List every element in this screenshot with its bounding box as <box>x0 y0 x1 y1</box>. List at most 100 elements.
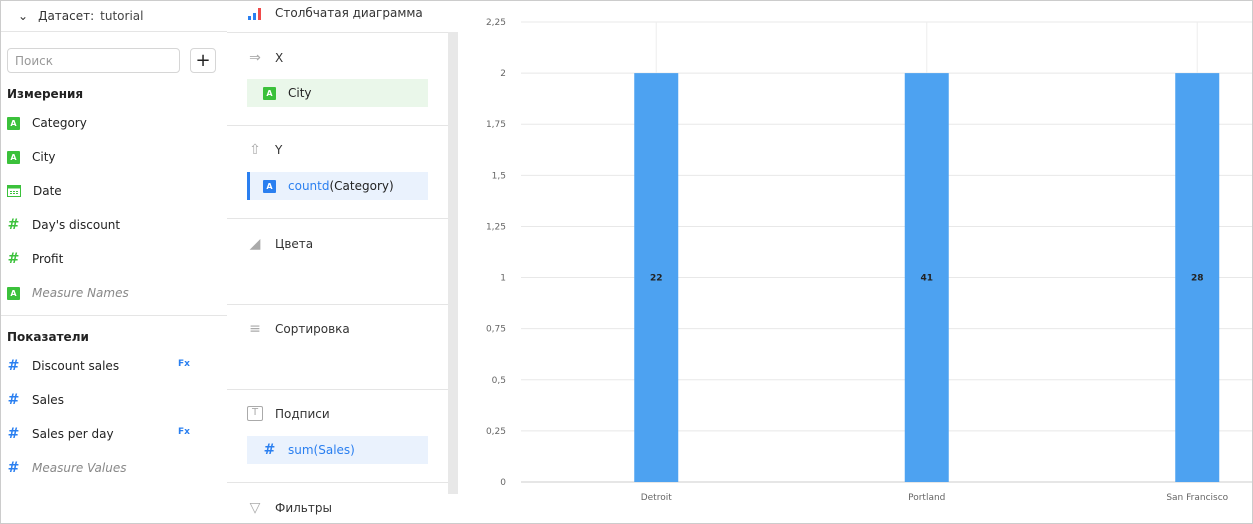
search-input[interactable] <box>7 48 180 73</box>
x-tick-label: Portland <box>908 493 945 503</box>
section-colors: ◢ Цвета <box>247 236 314 252</box>
section-y-title: Y <box>275 143 283 157</box>
number-type-icon: # <box>7 392 20 408</box>
section-filters-title: Фильтры <box>275 501 332 515</box>
y-tick-label: 1,25 <box>486 222 506 232</box>
field-name: Day's discount <box>32 218 121 232</box>
string-type-icon: A <box>7 286 20 300</box>
measure-item[interactable]: # Sales <box>7 389 207 411</box>
y-tick-label: 0,5 <box>492 376 506 386</box>
filter-icon: ▽ <box>249 500 261 516</box>
x-tick-label: Detroit <box>641 493 673 503</box>
section-x: ⇒ X <box>247 50 283 66</box>
y-tick-label: 2,25 <box>486 18 506 28</box>
dataset-label: Датасет: <box>38 8 95 23</box>
field-name: Discount sales <box>32 359 120 373</box>
field-name: Sales <box>32 393 64 407</box>
section-filters: ▽ Фильтры <box>247 500 332 516</box>
measure-item[interactable]: # Discount sales <box>7 355 207 377</box>
data-label: 41 <box>920 274 933 284</box>
bar <box>904 73 949 482</box>
field-name: Measure Values <box>32 461 127 475</box>
bar-chart-icon <box>248 8 261 20</box>
dimension-item[interactable]: # Profit <box>7 248 207 270</box>
formula-icon: Fx <box>178 359 190 369</box>
string-type-icon: A <box>7 150 20 164</box>
section-x-title: X <box>275 51 284 65</box>
x-field-pill[interactable]: A City <box>247 79 428 107</box>
number-type-icon: # <box>7 426 20 442</box>
dimension-item[interactable]: A City <box>7 146 207 168</box>
section-labels-title: Подписи <box>275 406 330 421</box>
paint-bucket-icon: ◢ <box>249 236 261 252</box>
y-tick-label: 0 <box>500 478 506 488</box>
y-aggregation: countd <box>288 179 330 193</box>
field-name: Category <box>32 116 87 130</box>
measure-item[interactable]: # Measure Values <box>7 457 207 479</box>
measure-item[interactable]: # Sales per day <box>7 423 207 445</box>
y-tick-label: 2 <box>500 69 506 79</box>
text-icon: T <box>247 406 263 421</box>
divider <box>227 125 448 126</box>
measures-title: Показатели <box>7 330 89 344</box>
section-sort-title: Сортировка <box>275 322 350 336</box>
chart-type-selector[interactable]: Столбчатая диаграмма <box>247 6 423 20</box>
y-tick-label: 1 <box>500 274 506 284</box>
divider <box>227 482 448 483</box>
divider <box>227 218 448 219</box>
y-tick-label: 0,75 <box>486 325 506 335</box>
number-type-icon: # <box>7 358 20 374</box>
data-label: 22 <box>650 274 663 284</box>
fields-panel: + Измерения A Category A City Date # Day's dis… <box>0 32 227 524</box>
field-name: Measure Names <box>32 286 129 300</box>
calendar-icon <box>7 185 21 197</box>
dataset-name[interactable]: tutorial <box>100 8 144 23</box>
formula-icon: Fx <box>178 427 190 437</box>
divider <box>227 389 448 390</box>
field-name: Profit <box>32 252 64 266</box>
field-name: City <box>32 150 56 164</box>
bar <box>1175 73 1220 482</box>
dimension-item[interactable]: A Category <box>7 112 207 134</box>
bar-chart: 0 0,25 0,5 0,75 1 1,25 1,5 1,75 2 2,25 22 Detroit 41… <box>486 18 1253 503</box>
field-name: Sales per day <box>32 427 114 441</box>
string-type-icon: A <box>263 179 276 193</box>
section-labels: T Подписи <box>247 406 330 421</box>
section-y: ⇧ Y <box>247 142 282 158</box>
divider <box>227 304 448 305</box>
x-tick-label: San Francisco <box>1166 493 1228 503</box>
chart-area: 0 0,25 0,5 0,75 1 1,25 1,5 1,75 2 2,25 22 Detroit 41… <box>458 0 1253 524</box>
labels-field-name: (Sales) <box>313 443 355 457</box>
dimension-item[interactable]: # Day's discount <box>7 214 207 236</box>
chart-type-label: Столбчатая диаграмма <box>275 6 423 20</box>
chevron-down-icon[interactable]: ⌄ <box>18 8 29 23</box>
string-type-icon: A <box>7 116 20 130</box>
dimension-item[interactable]: A Measure Names <box>7 282 207 304</box>
y-tick-label: 0,25 <box>486 427 506 437</box>
dimension-item[interactable]: Date <box>7 180 207 202</box>
number-type-icon: # <box>7 251 20 267</box>
y-tick-label: 1,5 <box>492 171 506 181</box>
x-field-name: City <box>288 86 312 100</box>
sections-scrollbar[interactable] <box>448 32 458 494</box>
divider <box>227 32 448 33</box>
bar <box>634 73 679 482</box>
arrow-up-icon: ⇧ <box>249 142 261 158</box>
dimensions-title: Измерения <box>7 87 84 101</box>
labels-field-pill[interactable]: # sum(Sales) <box>247 436 428 464</box>
dataset-header[interactable]: ⌄ Датасет: tutorial <box>0 0 227 32</box>
data-label: 28 <box>1191 274 1204 284</box>
field-name: Date <box>33 184 62 198</box>
sort-icon: ≡ <box>249 321 261 337</box>
number-type-icon: # <box>7 460 20 476</box>
section-sort: ≡ Сортировка <box>247 321 350 337</box>
arrow-right-icon: ⇒ <box>249 50 261 66</box>
y-tick-label: 1,75 <box>486 120 506 130</box>
number-type-icon: # <box>7 217 20 233</box>
section-colors-title: Цвета <box>275 237 314 251</box>
labels-aggregation: sum <box>288 443 314 457</box>
number-type-icon: # <box>263 442 276 458</box>
add-field-button[interactable]: + <box>190 48 216 73</box>
